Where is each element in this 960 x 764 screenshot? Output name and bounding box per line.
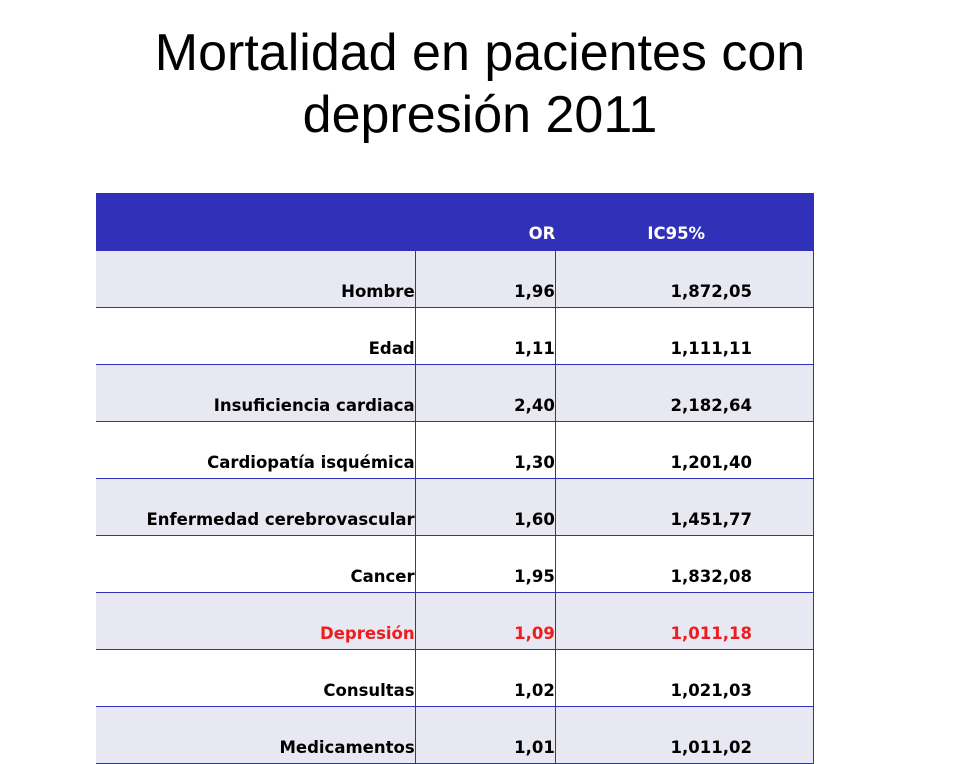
- row-ci-low: 1,01: [555, 706, 712, 764]
- table-row: Medicamentos 1,01 1,01 1,02: [96, 706, 815, 764]
- mortality-table: OR IC95% Hombre 1,96 1,87 2,05 Edad 1,11…: [96, 193, 815, 764]
- table-row: Consultas 1,02 1,02 1,03: [96, 649, 815, 707]
- row-ci-high: 2,08: [711, 535, 815, 593]
- row-ci-high: 1,40: [711, 421, 815, 479]
- row-name: Cardiopatía isquémica: [96, 421, 416, 479]
- row-ci-high: 1,18: [711, 592, 815, 650]
- row-or: 1,09: [415, 592, 556, 650]
- table-row: Edad 1,11 1,11 1,11: [96, 307, 815, 365]
- header-name: [96, 193, 416, 251]
- table-row: Hombre 1,96 1,87 2,05: [96, 251, 815, 308]
- row-name: Hombre: [96, 251, 416, 308]
- row-ci-low: 1,83: [555, 535, 712, 593]
- row-or: 2,40: [415, 364, 556, 422]
- row-name: Cancer: [96, 535, 416, 593]
- row-ci-low: 1,11: [555, 307, 712, 365]
- row-ci-high: 1,11: [711, 307, 815, 365]
- row-or: 1,60: [415, 478, 556, 536]
- row-or: 1,30: [415, 421, 556, 479]
- row-name: Enfermedad cerebrovascular: [96, 478, 416, 536]
- row-or: 1,01: [415, 706, 556, 764]
- slide-title: Mortalidad en pacientes con depresión 20…: [0, 22, 960, 146]
- table-row: Cardiopatía isquémica 1,30 1,20 1,40: [96, 421, 815, 479]
- table-row: Enfermedad cerebrovascular 1,60 1,45 1,7…: [96, 478, 815, 536]
- row-ci-low: 1,87: [555, 251, 712, 308]
- row-name: Consultas: [96, 649, 416, 707]
- row-name: Insuficiencia cardiaca: [96, 364, 416, 422]
- row-ci-low: 1,01: [555, 592, 712, 650]
- row-ci-high: 1,77: [711, 478, 815, 536]
- row-ci-low: 1,45: [555, 478, 712, 536]
- header-or: OR: [415, 193, 556, 251]
- row-ci-high: 1,02: [711, 706, 815, 764]
- table-row: Cancer 1,95 1,83 2,08: [96, 535, 815, 593]
- header-ic95: IC95%: [555, 193, 814, 251]
- row-ci-low: 1,20: [555, 421, 712, 479]
- row-or: 1,96: [415, 251, 556, 308]
- row-or: 1,95: [415, 535, 556, 593]
- row-ci-high: 1,03: [711, 649, 815, 707]
- row-name: Edad: [96, 307, 416, 365]
- row-ci-low: 1,02: [555, 649, 712, 707]
- row-ci-high: 2,05: [711, 251, 815, 308]
- row-ci-low: 2,18: [555, 364, 712, 422]
- row-or: 1,02: [415, 649, 556, 707]
- slide-title-line-2: depresión 2011: [302, 86, 658, 144]
- row-or: 1,11: [415, 307, 556, 365]
- table-header-row: OR IC95%: [96, 193, 814, 251]
- table-row: Insuficiencia cardiaca 2,40 2,18 2,64: [96, 364, 815, 422]
- row-name: Depresión: [96, 592, 416, 650]
- row-name: Medicamentos: [96, 706, 416, 764]
- slide-title-line-1: Mortalidad en pacientes con: [154, 24, 806, 82]
- table-row-highlighted: Depresión 1,09 1,01 1,18: [96, 592, 815, 650]
- row-ci-high: 2,64: [711, 364, 815, 422]
